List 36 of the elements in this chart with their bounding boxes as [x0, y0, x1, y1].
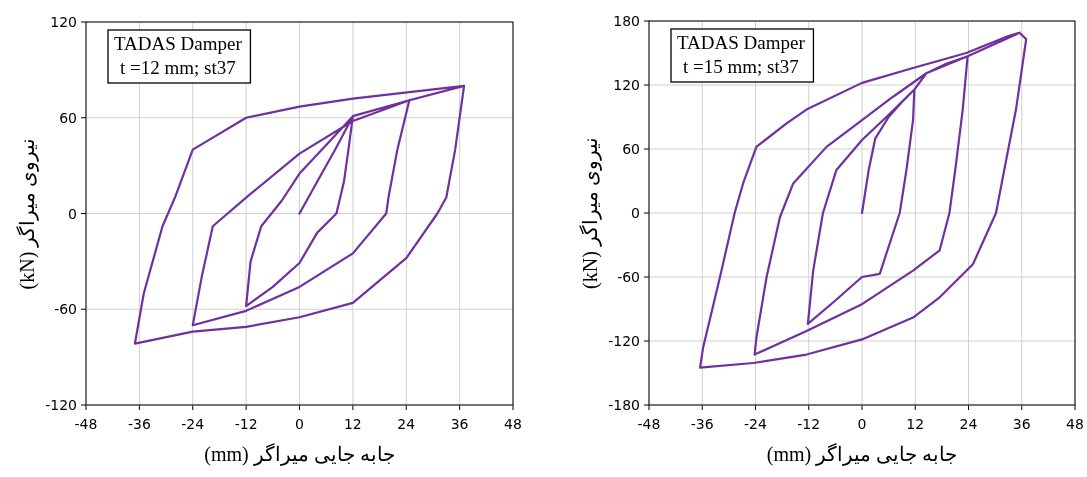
x-tick-label: 12: [906, 416, 925, 432]
x-tick-label: -24: [744, 416, 768, 432]
annotation: TADAS Damper t =15 mm; st37: [677, 32, 806, 77]
y-axis-title: نیروی میراگر (kN): [16, 137, 39, 290]
x-tick-label: 0: [295, 416, 304, 432]
x-tick-label: -36: [127, 416, 151, 432]
annotation: TADAS Damper t =12 mm; st37: [114, 33, 243, 78]
x-tick-label: -12: [234, 416, 258, 432]
y-tick-label: 120: [613, 77, 640, 93]
x-tick-label: 36: [1012, 416, 1031, 432]
x-tick-label: 24: [397, 416, 416, 432]
x-tick-label: -48: [637, 416, 661, 432]
y-tick-label: -120: [45, 397, 77, 413]
x-tick-label: 36: [450, 416, 469, 432]
y-tick-label: 60: [622, 141, 640, 157]
x-tick-label: 12: [343, 416, 362, 432]
y-axis-title: نیروی میراگر (kN): [579, 137, 602, 289]
x-tick-label: -12: [797, 416, 821, 432]
x-axis-title: جابه جایی میراگر (mm): [204, 443, 395, 466]
y-tick-label: 0: [68, 205, 77, 222]
y-tick-label: 60: [59, 109, 77, 126]
y-tick-label: -120: [608, 333, 640, 349]
x-tick-label: 0: [857, 416, 867, 432]
y-tick-label: -60: [54, 301, 77, 318]
x-tick-label: -48: [74, 416, 98, 432]
y-tick-label: 120: [50, 14, 77, 30]
y-tick-label: -60: [617, 269, 640, 285]
x-tick-label: 48: [1066, 416, 1084, 432]
y-tick-label: -180: [608, 397, 640, 413]
y-tick-label: 0: [631, 205, 640, 221]
x-tick-label: 48: [504, 416, 522, 432]
x-tick-label: -36: [690, 416, 714, 432]
x-axis-title: جابه جایی میراگر (mm): [766, 443, 958, 466]
x-tick-label: 24: [959, 416, 978, 432]
y-tick-label: 180: [613, 13, 640, 29]
x-tick-label: -24: [181, 416, 205, 432]
